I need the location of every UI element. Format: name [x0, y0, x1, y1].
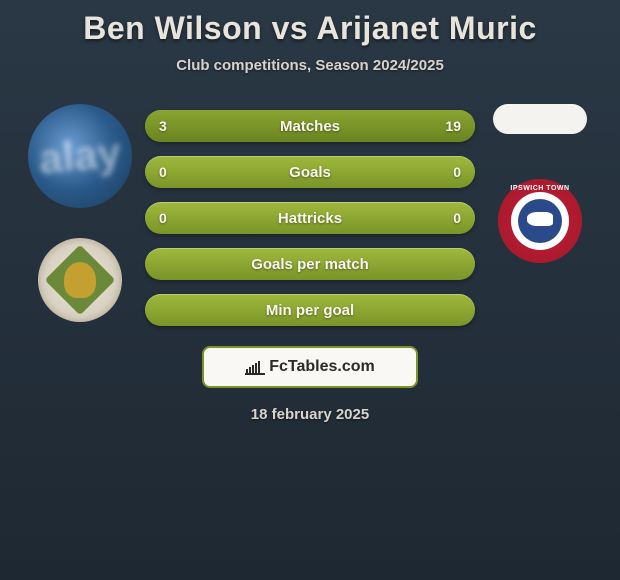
stat-label: Goals — [145, 164, 475, 181]
stats-panel: 3 Matches 19 0 Goals 0 0 Hattricks 0 Goa… — [140, 110, 480, 326]
comparison-title: Ben Wilson vs Arijanet Muric — [0, 10, 620, 47]
branding-box[interactable]: FcTables.com — [202, 346, 418, 388]
stat-row-min-per-goal: Min per goal — [145, 294, 475, 326]
stat-right-value: 19 — [445, 118, 461, 134]
badge-text: IPSWICH TOWN — [498, 185, 582, 192]
stat-label: Min per goal — [145, 302, 475, 319]
club-badge-coventry — [38, 238, 122, 322]
avatar-placeholder-text: alay — [37, 129, 123, 184]
chart-icon — [245, 359, 265, 375]
stat-row-goals: 0 Goals 0 — [145, 156, 475, 188]
stat-row-goals-per-match: Goals per match — [145, 248, 475, 280]
stat-row-hattricks: 0 Hattricks 0 — [145, 202, 475, 234]
club-badge-ipswich: IPSWICH TOWN — [498, 179, 582, 263]
stat-label: Goals per match — [145, 256, 475, 273]
stat-row-matches: 3 Matches 19 — [145, 110, 475, 142]
horse-icon — [525, 210, 555, 232]
stat-label: Matches — [145, 118, 475, 135]
comparison-subtitle: Club competitions, Season 2024/2025 — [0, 57, 620, 74]
player-left-avatar: alay — [28, 104, 132, 208]
player-right-column: IPSWICH TOWN — [480, 104, 600, 263]
stat-right-value: 0 — [453, 164, 461, 180]
comparison-content: alay 3 Matches 19 0 Goals 0 0 Hattricks … — [0, 104, 620, 326]
player-right-avatar — [493, 104, 587, 134]
player-left-column: alay — [20, 104, 140, 322]
stat-label: Hattricks — [145, 210, 475, 227]
badge-inner — [511, 192, 569, 250]
stat-right-value: 0 — [453, 210, 461, 226]
footer-date: 18 february 2025 — [0, 406, 620, 423]
branding-text: FcTables.com — [269, 358, 375, 376]
